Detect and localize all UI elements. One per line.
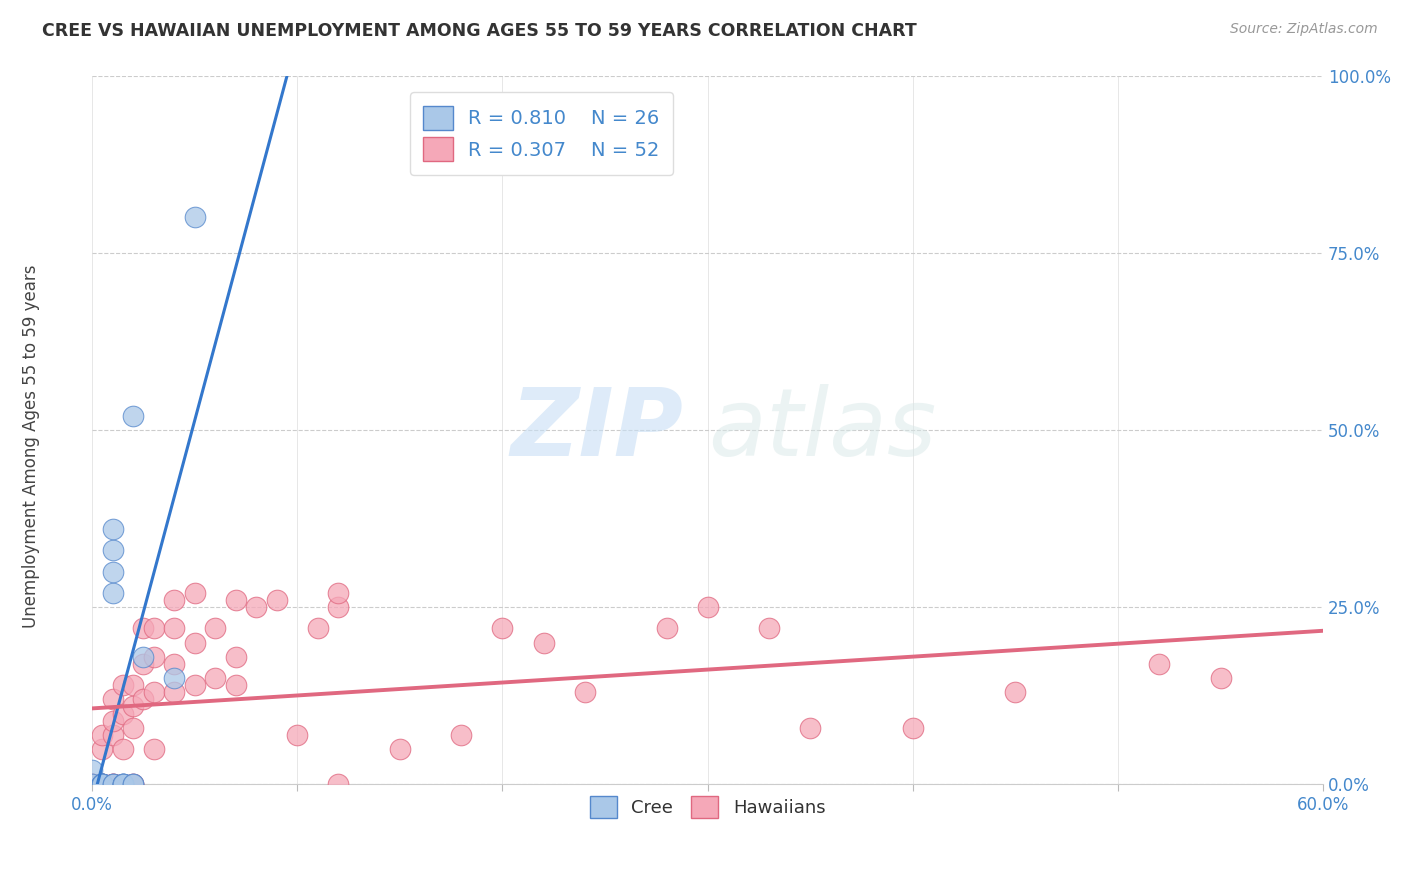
Hawaiians	[388, 742, 411, 756]
Cree	[101, 522, 124, 536]
Cree	[91, 777, 114, 791]
Hawaiians	[225, 678, 247, 692]
Hawaiians	[122, 721, 145, 735]
Hawaiians	[142, 685, 165, 699]
Cree	[111, 777, 134, 791]
Hawaiians	[245, 600, 267, 615]
Hawaiians	[328, 600, 350, 615]
Hawaiians	[574, 685, 596, 699]
Hawaiians	[101, 777, 124, 791]
Hawaiians	[328, 777, 350, 791]
Hawaiians	[101, 777, 124, 791]
Cree	[101, 543, 124, 558]
Hawaiians	[901, 721, 924, 735]
Cree	[91, 777, 114, 791]
Cree	[111, 777, 134, 791]
Cree	[111, 777, 134, 791]
Cree	[91, 777, 114, 791]
Cree	[111, 777, 134, 791]
Hawaiians	[101, 714, 124, 728]
Hawaiians	[1209, 671, 1232, 685]
Hawaiians	[91, 777, 114, 791]
Hawaiians	[163, 593, 186, 607]
Hawaiians	[204, 671, 226, 685]
Hawaiians	[91, 777, 114, 791]
Cree	[122, 409, 145, 423]
Hawaiians	[225, 593, 247, 607]
Hawaiians	[184, 678, 207, 692]
Cree	[163, 671, 186, 685]
Cree	[91, 777, 114, 791]
Hawaiians	[307, 622, 329, 636]
Text: Unemployment Among Ages 55 to 59 years: Unemployment Among Ages 55 to 59 years	[22, 264, 39, 628]
Hawaiians	[1004, 685, 1026, 699]
Hawaiians	[82, 777, 104, 791]
Hawaiians	[696, 600, 718, 615]
Cree	[101, 565, 124, 579]
Hawaiians	[285, 728, 308, 742]
Cree	[82, 777, 104, 791]
Hawaiians	[225, 649, 247, 664]
Hawaiians	[82, 777, 104, 791]
Hawaiians	[122, 699, 145, 714]
Cree	[91, 777, 114, 791]
Cree	[132, 649, 155, 664]
Hawaiians	[328, 586, 350, 600]
Cree	[91, 777, 114, 791]
Text: Source: ZipAtlas.com: Source: ZipAtlas.com	[1230, 22, 1378, 37]
Cree	[91, 777, 114, 791]
Hawaiians	[122, 777, 145, 791]
Hawaiians	[163, 685, 186, 699]
Hawaiians	[491, 622, 513, 636]
Hawaiians	[1147, 657, 1170, 671]
Hawaiians	[758, 622, 780, 636]
Cree	[101, 586, 124, 600]
Hawaiians	[533, 635, 555, 649]
Hawaiians	[111, 678, 134, 692]
Hawaiians	[101, 728, 124, 742]
Hawaiians	[132, 657, 155, 671]
Text: CREE VS HAWAIIAN UNEMPLOYMENT AMONG AGES 55 TO 59 YEARS CORRELATION CHART: CREE VS HAWAIIAN UNEMPLOYMENT AMONG AGES…	[42, 22, 917, 40]
Hawaiians	[91, 728, 114, 742]
Hawaiians	[184, 586, 207, 600]
Cree	[122, 777, 145, 791]
Hawaiians	[266, 593, 288, 607]
Text: atlas: atlas	[707, 384, 936, 475]
Hawaiians	[111, 742, 134, 756]
Hawaiians	[142, 622, 165, 636]
Hawaiians	[82, 777, 104, 791]
Legend: Cree, Hawaiians: Cree, Hawaiians	[582, 789, 832, 825]
Hawaiians	[101, 692, 124, 706]
Cree	[101, 777, 124, 791]
Hawaiians	[142, 649, 165, 664]
Text: ZIP: ZIP	[510, 384, 683, 476]
Hawaiians	[101, 777, 124, 791]
Hawaiians	[450, 728, 472, 742]
Hawaiians	[163, 622, 186, 636]
Hawaiians	[204, 622, 226, 636]
Hawaiians	[82, 777, 104, 791]
Cree	[101, 777, 124, 791]
Hawaiians	[799, 721, 821, 735]
Hawaiians	[184, 635, 207, 649]
Hawaiians	[91, 777, 114, 791]
Cree	[91, 777, 114, 791]
Hawaiians	[122, 678, 145, 692]
Hawaiians	[655, 622, 678, 636]
Cree	[184, 211, 207, 225]
Hawaiians	[163, 657, 186, 671]
Hawaiians	[132, 622, 155, 636]
Hawaiians	[142, 742, 165, 756]
Hawaiians	[132, 692, 155, 706]
Hawaiians	[122, 777, 145, 791]
Cree	[82, 764, 104, 778]
Cree	[122, 777, 145, 791]
Hawaiians	[91, 742, 114, 756]
Hawaiians	[111, 706, 134, 721]
